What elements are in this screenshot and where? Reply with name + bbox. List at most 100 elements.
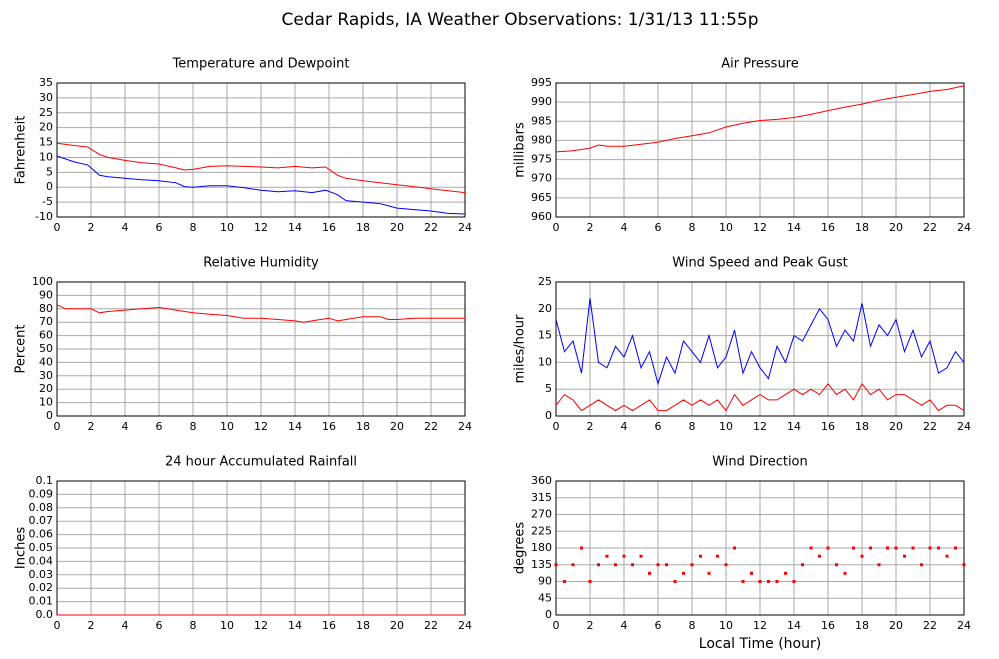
chart-title: Wind Direction: [712, 455, 808, 470]
x-tick-label: 22: [424, 420, 438, 433]
x-tick-label: 14: [288, 420, 302, 433]
y-tick-label: 180: [531, 541, 552, 554]
x-tick-label: 16: [322, 420, 336, 433]
x-tick-label: 24: [458, 420, 472, 433]
y-tick-label: 25: [39, 106, 53, 119]
x-tick-label: 2: [88, 221, 95, 234]
x-tick-label: 0: [54, 420, 61, 433]
x-tick-label: 2: [587, 221, 594, 234]
data-point: [758, 580, 762, 583]
y-tick-label: 0: [545, 409, 552, 422]
data-point: [945, 554, 949, 558]
x-tick-label: 24: [957, 420, 971, 433]
x-tick-label: 4: [122, 420, 129, 433]
y-axis-label: Percent: [14, 325, 29, 374]
x-tick-label: 10: [719, 420, 733, 433]
data-point: [699, 554, 702, 558]
y-tick-label: 45: [538, 591, 552, 604]
y-axis-label: miles/hour: [513, 314, 528, 383]
data-point: [886, 546, 889, 550]
x-tick-label: 14: [787, 619, 801, 632]
x-tick-label: 8: [689, 420, 696, 433]
y-tick-label: 50: [39, 342, 53, 355]
data-point: [622, 554, 626, 558]
x-tick-label: 4: [122, 619, 129, 632]
y-tick-label: 0.01: [29, 595, 54, 608]
y-tick-label: 10: [39, 396, 53, 409]
x-tick-label: 18: [356, 420, 370, 433]
data-line: [56, 304, 465, 323]
plot-frame: [56, 82, 466, 218]
x-tick-label: 0: [54, 619, 61, 632]
data-point: [877, 563, 881, 567]
x-tick-label: 22: [424, 619, 438, 632]
data-point: [928, 546, 932, 550]
y-tick-label: 35: [39, 76, 53, 89]
x-tick-label: 24: [957, 619, 971, 632]
y-tick-label: 0.07: [29, 514, 54, 527]
chart-title: Temperature and Dewpoint: [172, 57, 350, 72]
x-tick-label: 10: [719, 619, 733, 632]
x-tick-label: 14: [787, 420, 801, 433]
y-tick-label: 20: [39, 121, 53, 134]
y-tick-label: 995: [531, 76, 552, 89]
data-point: [920, 563, 923, 567]
y-tick-label: 0.1: [36, 474, 54, 487]
x-tick-label: 18: [356, 619, 370, 632]
y-tick-label: 80: [39, 302, 53, 315]
x-tick-label: 16: [821, 619, 835, 632]
x-tick-label: 22: [923, 420, 937, 433]
y-tick-label: 0.08: [29, 501, 54, 514]
y-tick-label: 0.04: [29, 554, 54, 567]
x-tick-label: 2: [587, 420, 594, 433]
y-tick-label: 990: [531, 95, 552, 108]
x-tick-label: 0: [54, 221, 61, 234]
x-tick-label: 10: [220, 420, 234, 433]
y-tick-label: 970: [531, 172, 552, 185]
plot-frame: [56, 281, 466, 417]
x-tick-label: 4: [621, 619, 628, 632]
x-tick-label: 0: [553, 420, 560, 433]
x-tick-label: 0: [553, 221, 560, 234]
x-tick-label: 4: [621, 420, 628, 433]
x-tick-label: 24: [957, 221, 971, 234]
y-tick-label: 90: [39, 288, 53, 301]
data-point: [724, 563, 728, 567]
x-tick-label: 20: [889, 420, 903, 433]
x-tick-label: 20: [390, 221, 404, 234]
data-point: [639, 554, 643, 558]
x-tick-label: 20: [390, 619, 404, 632]
data-point: [690, 563, 694, 567]
chart-title: Relative Humidity: [203, 256, 319, 271]
y-tick-label: 965: [531, 191, 552, 204]
x-tick-label: 20: [889, 221, 903, 234]
x-tick-label: 8: [190, 221, 197, 234]
x-tick-label: 20: [390, 420, 404, 433]
y-tick-label: -5: [42, 195, 53, 208]
y-tick-label: 100: [32, 275, 53, 288]
y-tick-label: 225: [531, 524, 552, 537]
data-point: [962, 563, 966, 567]
y-tick-label: 0: [46, 180, 53, 193]
x-tick-label: 12: [753, 221, 767, 234]
x-tick-label: 12: [254, 619, 268, 632]
x-tick-label: 16: [821, 221, 835, 234]
y-tick-label: 315: [531, 491, 552, 504]
data-point: [801, 563, 804, 567]
data-point: [954, 546, 957, 550]
x-tick-label: 12: [254, 420, 268, 433]
x-tick-label: 22: [923, 619, 937, 632]
chart-panel: Temperature and DewpointFahrenheit-10-50…: [14, 57, 473, 235]
x-tick-label: 24: [458, 221, 472, 234]
chart-panel: Relative HumidityPercent0102030405060708…: [14, 256, 473, 434]
x-tick-label: 12: [753, 619, 767, 632]
y-tick-label: 70: [39, 315, 53, 328]
x-tick-label: 10: [719, 221, 733, 234]
data-point: [869, 546, 872, 550]
x-tick-label: 4: [621, 221, 628, 234]
chart-title: Air Pressure: [721, 57, 799, 72]
y-axis-label: Inches: [14, 527, 29, 569]
y-axis-label: Fahrenheit: [14, 116, 29, 185]
y-tick-label: 0.03: [29, 568, 54, 581]
